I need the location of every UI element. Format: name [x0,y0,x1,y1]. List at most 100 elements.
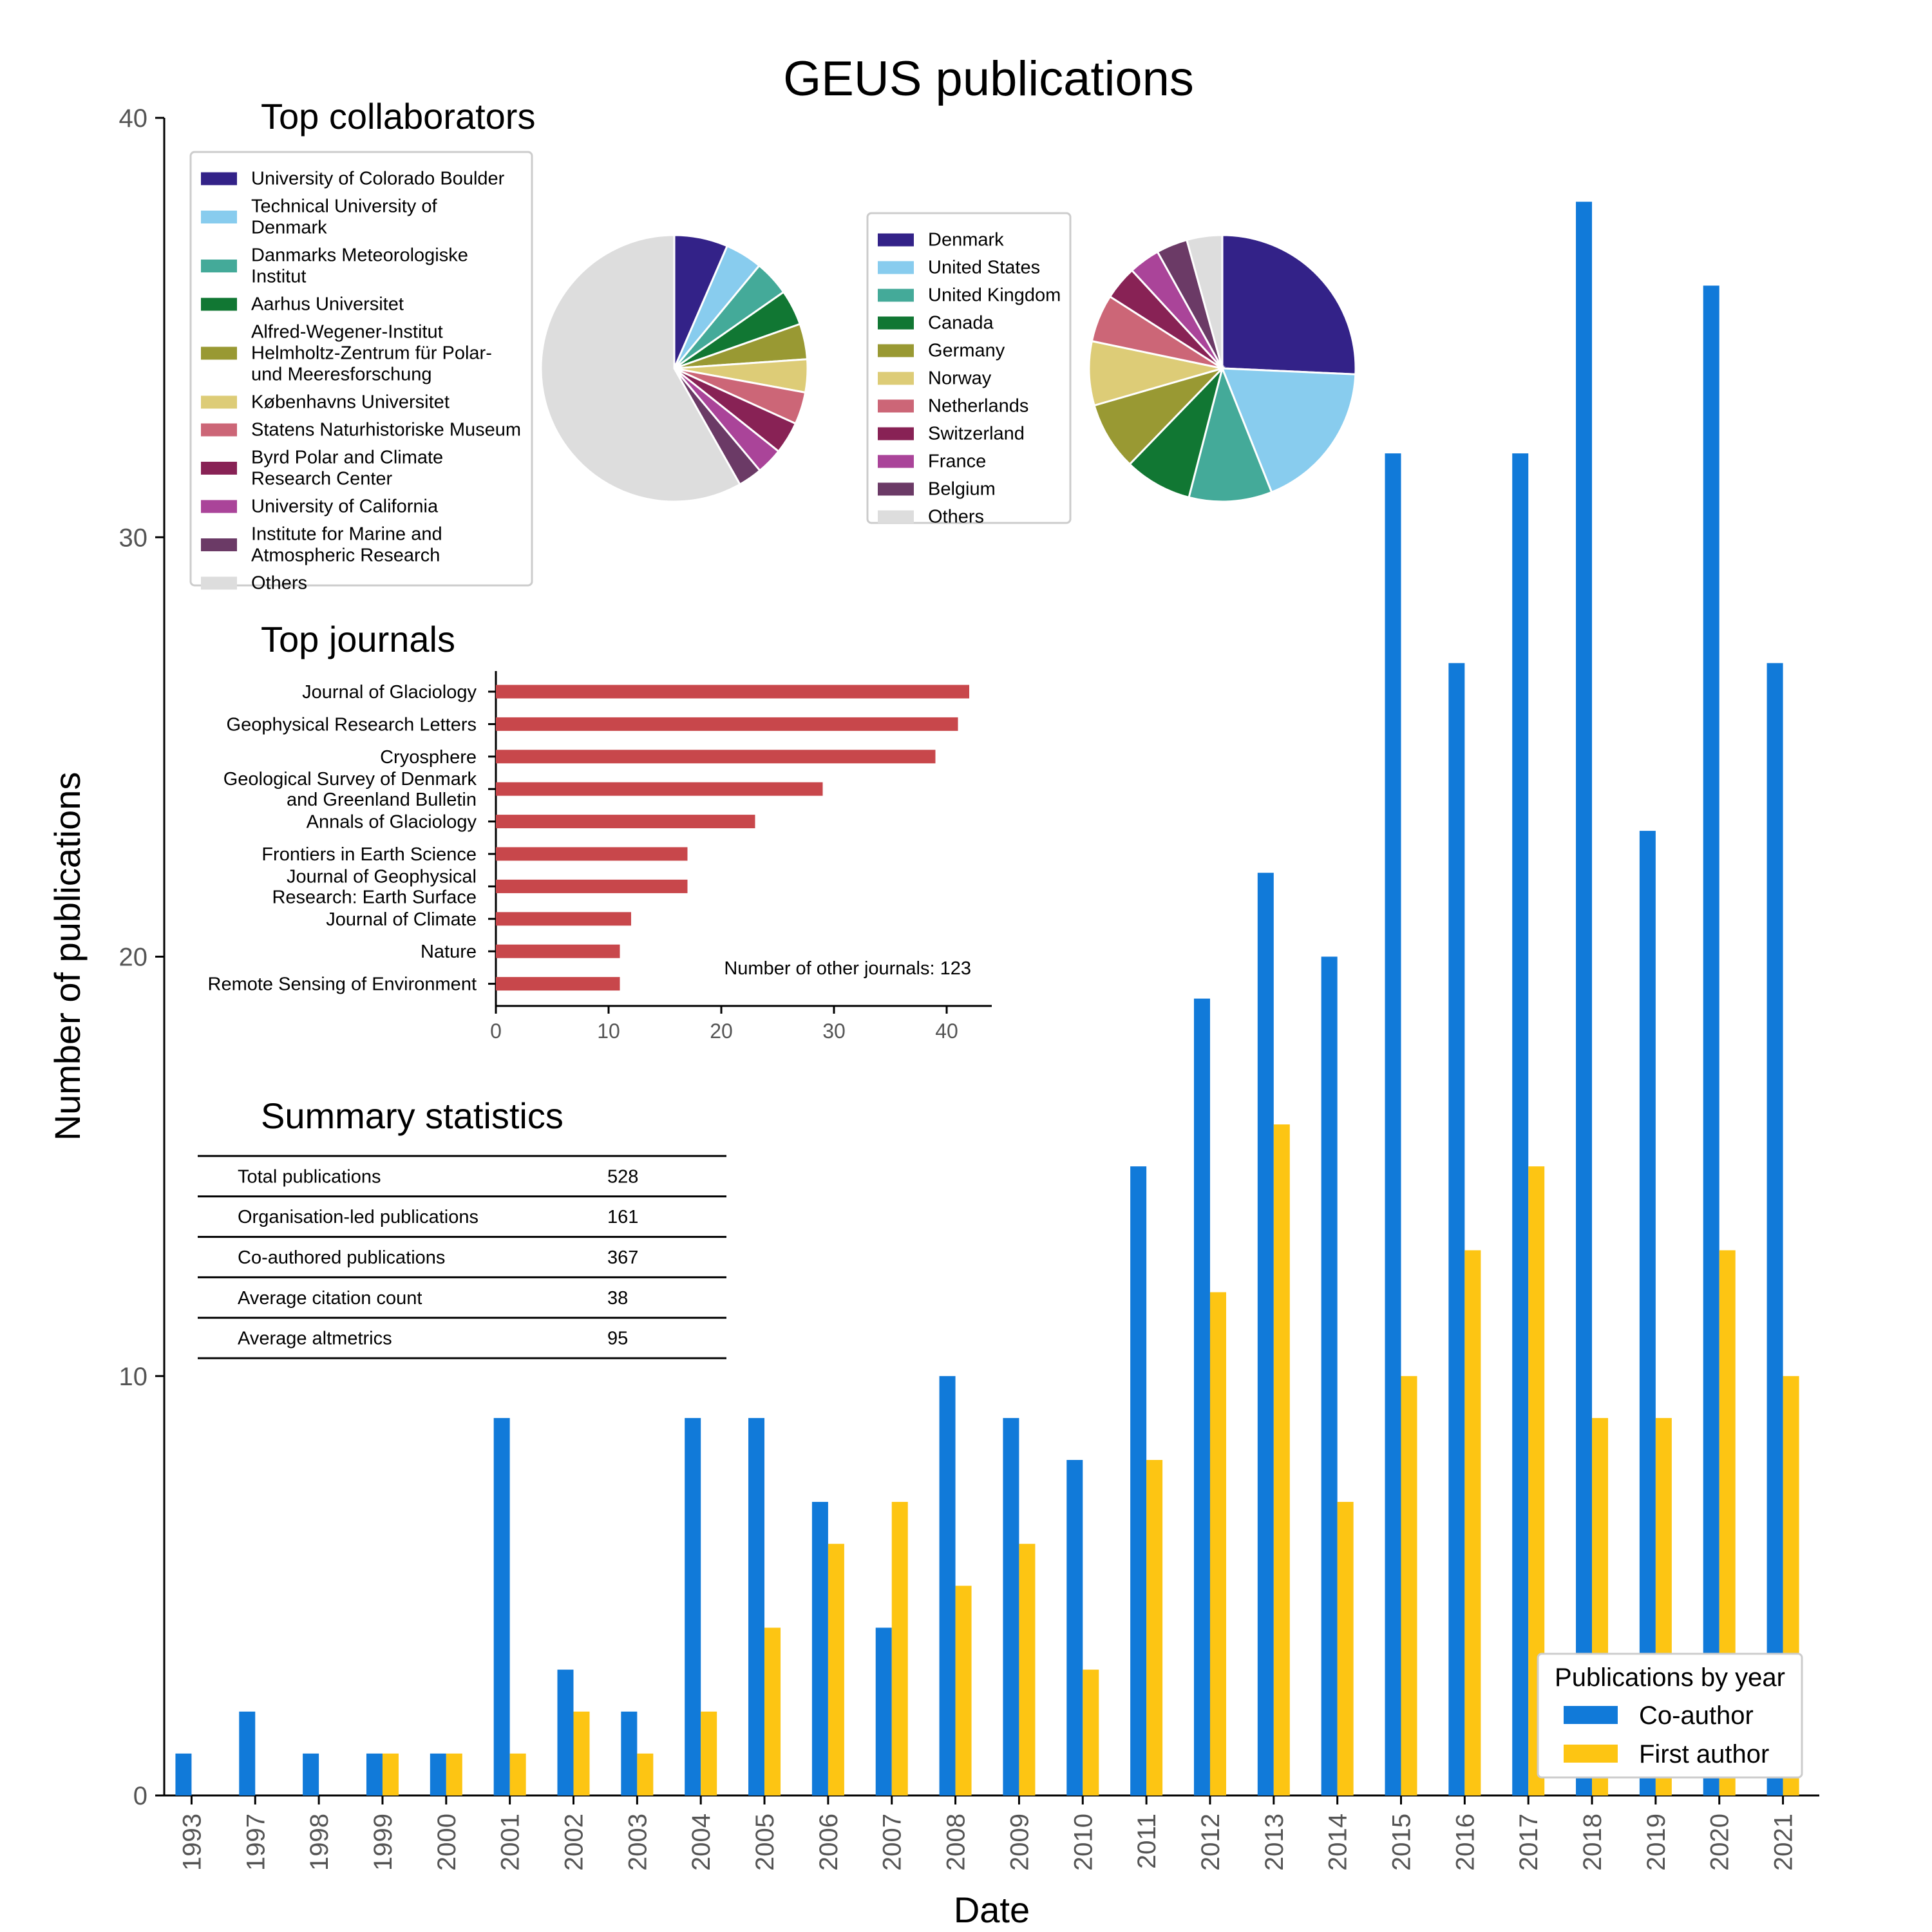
legend-label: Research Center [251,469,393,489]
x-tick-label: 1993 [178,1814,206,1871]
coauthor-bar [239,1711,256,1795]
legend-swatch [201,346,237,360]
legend-swatch [878,427,914,440]
legend-label: Statens Naturhistoriske Museum [251,420,521,440]
legend-frame [866,212,1072,524]
journal-x-tick-label: 10 [597,1019,620,1043]
coauthor-bar [939,1376,956,1795]
coauthor-bar [1576,202,1593,1795]
journal-label: Research: Earth Surface [272,887,477,907]
legend-label: Canada [928,313,994,334]
coauthor-bar [1385,453,1401,1795]
x-tick-label: 2017 [1515,1814,1543,1871]
x-tick-label: 2005 [751,1814,779,1871]
legend-label: Switzerland [928,424,1025,444]
coauthor-bar [621,1711,638,1795]
journal-bar [496,685,969,699]
first-author-bar [1019,1544,1036,1795]
x-tick-label: 2000 [433,1814,461,1871]
legend-swatch [878,289,914,302]
legend-swatch [201,211,237,223]
coauthor-bar [875,1627,892,1795]
journal-bar [496,977,620,991]
legend-swatch [878,261,914,274]
first-author-bar [573,1711,590,1795]
legend-label: Atmospheric Research [251,545,440,566]
x-tick-label: 2020 [1706,1814,1734,1871]
legend-swatch [878,399,914,413]
table-cell-label: Organisation-led publications [238,1207,478,1227]
legend-swatch [201,395,237,409]
coauthor-bar [303,1753,319,1795]
journal-bar [496,847,688,861]
first-author-bar [1337,1502,1354,1795]
y-tick-label: 30 [119,524,148,552]
y-tick-label: 20 [119,943,148,972]
top-countries-pie: Denmark United States United Kingdom Canada… [866,212,1357,527]
legend-label: University of Colorado Boulder [251,169,505,189]
coauthor-bar [748,1417,765,1795]
journal-label: and Greenland Bulletin [287,790,477,810]
coauthor-bar [1257,873,1274,1795]
coauthor-bar [175,1753,192,1795]
journal-x-tick-label: 40 [935,1019,958,1043]
legend-label: Byrd Polar and Climate [251,448,443,468]
legend-label: Danmarks Meteorologiske [251,245,468,266]
summary-statistics-table: Summary statistics Total publications 528 O… [198,1095,726,1359]
legend-swatch [201,576,237,590]
coauthor-bar [1639,831,1656,1795]
legend-label: France [928,451,986,472]
legend-label: United Kingdom [928,285,1061,306]
table-cell-value: 161 [607,1207,638,1227]
x-tick-label: 2013 [1260,1814,1289,1871]
coauthor-bar [1193,998,1210,1795]
panel-title: Top collaborators [261,96,535,137]
legend-label: Denmark [928,230,1004,251]
journal-bar [496,879,688,893]
x-tick-label: 2016 [1451,1814,1479,1871]
first-author-bar [509,1753,526,1795]
x-tick-label: 2004 [687,1814,715,1871]
top-collaborators-pie: Top collaborators University of Colorado … [189,96,809,594]
first-author-bar [446,1753,462,1795]
other-journals-note: Number of other journals: 123 [724,958,971,979]
journal-label: Geological Survey of Denmark [223,769,477,790]
legend-label: Germany [928,341,1005,361]
legend-title: Publications by year [1555,1663,1785,1692]
journal-bar [496,782,823,796]
journal-label: Annals of Glaciology [307,812,477,833]
coauthor-bar [811,1502,828,1795]
pie-slice [540,234,742,503]
legend-label: Denmark [251,218,327,238]
legend-swatch [878,482,914,496]
journal-x-tick-label: 30 [822,1019,846,1043]
x-tick-label: 2003 [623,1814,652,1871]
legend-label: Technical University of [251,196,437,217]
journal-x-tick-label: 0 [490,1019,502,1043]
legend-swatch [201,423,237,437]
y-tick-label: 0 [133,1782,147,1810]
pie-slice [1220,367,1357,494]
legend-label: University of California [251,497,439,517]
journal-x-tick-label: 20 [710,1019,733,1043]
first-author-bar [701,1711,717,1795]
legend-swatch [878,372,914,385]
coauthor-bar [1003,1417,1019,1795]
legend-label: Institute for Marine and [251,524,442,545]
publications-by-year-legend: Publications by year Co-author First autho… [1537,1653,1803,1779]
legend-swatch [878,510,914,524]
legend-swatch [201,500,237,513]
table-cell-value: 95 [607,1329,628,1349]
coauthor-bar [1766,663,1783,1795]
pie-slice [1221,234,1357,375]
table-cell-value: 528 [607,1166,638,1187]
journal-label: Geophysical Research Letters [227,714,477,735]
coauthor-bar [1130,1166,1147,1795]
x-axis-label: Date [954,1889,1030,1930]
panel-title: Top journals [261,619,455,659]
legend-swatch [201,298,237,311]
x-tick-label: 2011 [1133,1814,1161,1869]
legend-swatch [878,455,914,468]
coauthor-bar [1448,663,1465,1795]
